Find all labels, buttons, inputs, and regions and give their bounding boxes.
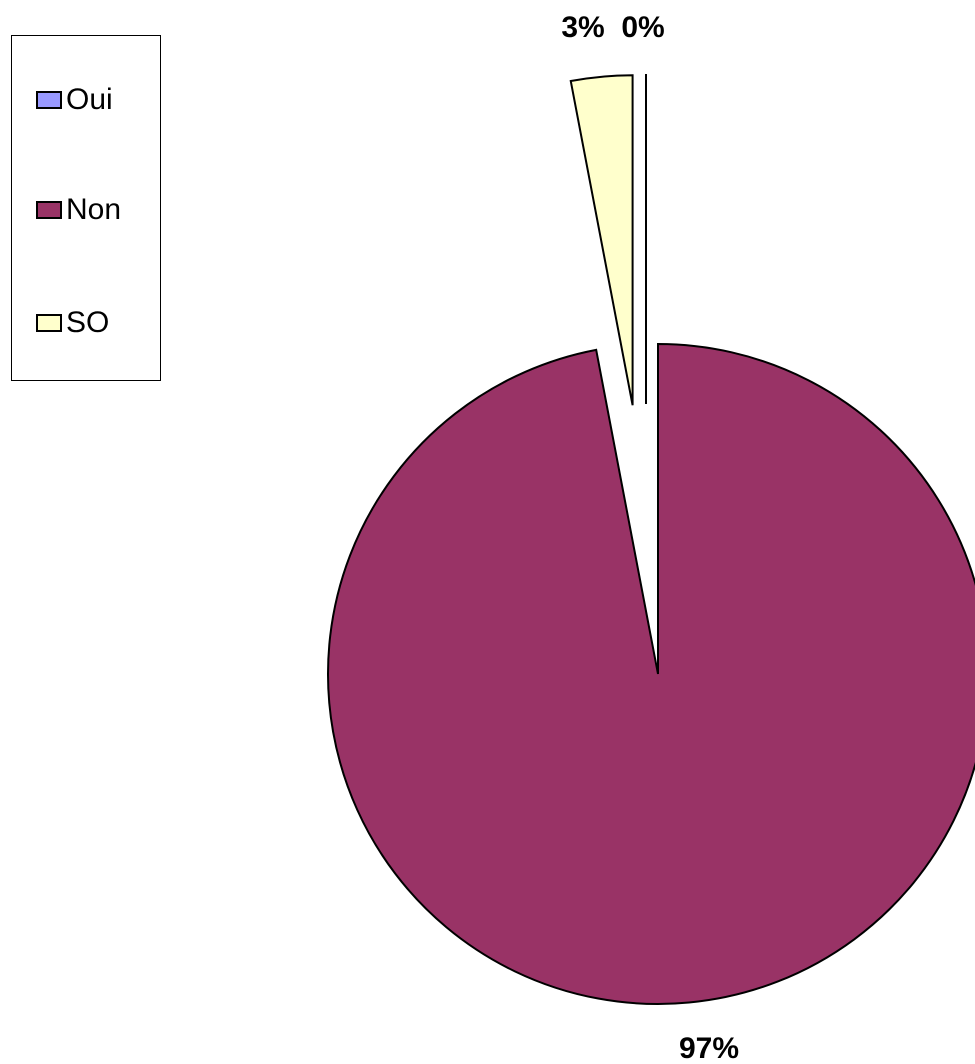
legend: Oui Non SO <box>11 35 161 381</box>
legend-label-non: Non <box>66 193 122 226</box>
pie-data-labels: 0% 97% 3% <box>561 11 739 1064</box>
legend-swatch-non <box>36 201 62 219</box>
legend-label-so: SO <box>66 306 110 339</box>
legend-item-oui: Oui <box>36 83 113 117</box>
pie-slices <box>327 74 975 1005</box>
data-label-oui: 0% <box>621 11 664 44</box>
legend-label-oui: Oui <box>66 83 113 116</box>
pie-slice-so <box>569 74 634 406</box>
pie-slice-non <box>327 342 975 1005</box>
legend-item-so: SO <box>36 306 109 340</box>
legend-swatch-so <box>36 314 62 332</box>
data-label-non: 97% <box>679 1032 739 1064</box>
legend-swatch-oui <box>36 91 62 109</box>
legend-item-non: Non <box>36 193 121 227</box>
data-label-so: 3% <box>561 11 604 44</box>
